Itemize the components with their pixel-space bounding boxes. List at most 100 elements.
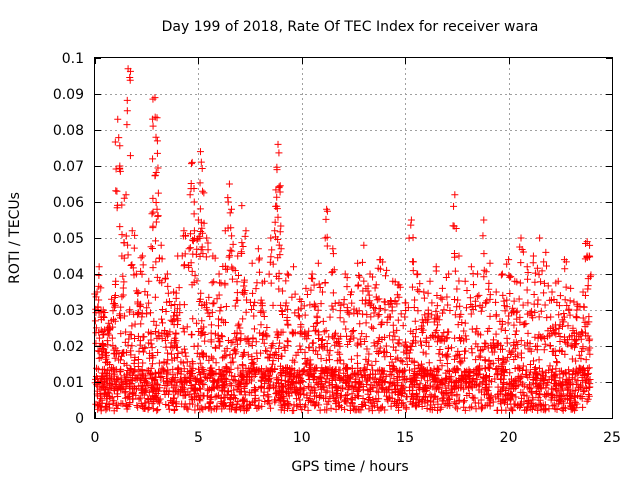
data-point	[432, 307, 440, 315]
data-point	[562, 370, 570, 378]
data-point	[178, 252, 186, 260]
data-point	[326, 347, 334, 355]
data-point	[123, 393, 131, 401]
data-point	[446, 307, 454, 315]
data-point	[524, 269, 532, 277]
data-point	[541, 301, 549, 309]
data-point	[101, 358, 109, 366]
data-point	[438, 362, 446, 370]
data-point	[109, 300, 117, 308]
data-point	[98, 396, 106, 404]
data-point	[368, 407, 376, 415]
data-point	[529, 259, 537, 267]
data-point	[371, 284, 379, 292]
data-point	[455, 384, 463, 392]
data-point	[378, 335, 386, 343]
data-point	[402, 403, 410, 411]
data-point	[440, 379, 448, 387]
data-point	[477, 331, 485, 339]
data-point	[201, 373, 209, 381]
data-point	[474, 370, 482, 378]
data-point	[190, 342, 198, 350]
data-point	[268, 360, 276, 368]
data-point	[580, 303, 588, 311]
data-point	[427, 401, 435, 409]
data-point	[413, 381, 421, 389]
data-point	[567, 389, 575, 397]
data-point	[342, 364, 350, 372]
data-point	[455, 397, 463, 405]
data-point	[484, 327, 492, 335]
data-point	[546, 296, 554, 304]
data-point	[325, 351, 333, 359]
data-point	[540, 376, 548, 384]
data-point	[236, 336, 244, 344]
data-point	[161, 382, 169, 390]
data-point	[519, 389, 527, 397]
data-point	[379, 377, 387, 385]
data-point	[389, 336, 397, 344]
data-point	[219, 401, 227, 409]
data-point	[250, 312, 258, 320]
data-point	[423, 404, 431, 412]
data-points	[91, 65, 595, 415]
data-point	[455, 252, 463, 260]
data-point	[227, 365, 235, 373]
data-point	[361, 398, 369, 406]
data-point	[260, 371, 268, 379]
data-point	[543, 381, 551, 389]
data-point	[201, 403, 209, 411]
data-point	[326, 356, 334, 364]
data-point	[553, 406, 561, 414]
data-point	[226, 369, 234, 377]
data-point	[275, 344, 283, 352]
data-point	[332, 382, 340, 390]
data-point	[99, 372, 107, 380]
data-point	[442, 351, 450, 359]
data-point	[413, 271, 421, 279]
data-point	[152, 321, 160, 329]
data-point	[380, 348, 388, 356]
data-point	[375, 311, 383, 318]
data-point	[556, 379, 564, 387]
data-point	[343, 304, 351, 312]
data-point	[389, 343, 397, 351]
data-point	[209, 368, 217, 376]
data-point	[181, 250, 189, 258]
data-point	[181, 391, 189, 399]
data-point	[330, 334, 338, 342]
data-point	[413, 389, 421, 397]
data-point	[190, 374, 198, 382]
data-point	[548, 347, 556, 355]
data-point	[558, 322, 566, 330]
data-point	[499, 356, 507, 364]
data-point	[375, 406, 383, 414]
data-point	[351, 383, 359, 391]
data-point	[191, 406, 199, 414]
data-point	[447, 384, 455, 392]
data-point	[156, 384, 164, 392]
data-point	[502, 387, 510, 395]
data-point	[531, 269, 539, 277]
data-point	[193, 349, 201, 357]
data-point	[116, 356, 124, 364]
data-point	[433, 292, 441, 300]
data-point	[120, 194, 128, 202]
data-point	[322, 395, 330, 403]
data-point	[137, 254, 145, 262]
data-point	[322, 215, 330, 223]
data-point	[552, 386, 560, 394]
data-point	[243, 296, 251, 304]
data-point	[314, 334, 322, 342]
data-point	[134, 332, 142, 340]
data-point	[285, 384, 293, 392]
data-point	[198, 224, 206, 232]
data-point	[504, 353, 512, 361]
data-point	[562, 283, 570, 291]
data-point	[443, 293, 451, 301]
data-point	[255, 268, 263, 276]
data-point	[456, 358, 464, 366]
data-point	[350, 309, 358, 317]
data-point	[511, 377, 519, 385]
x-axis-label: GPS time / hours	[291, 459, 408, 475]
